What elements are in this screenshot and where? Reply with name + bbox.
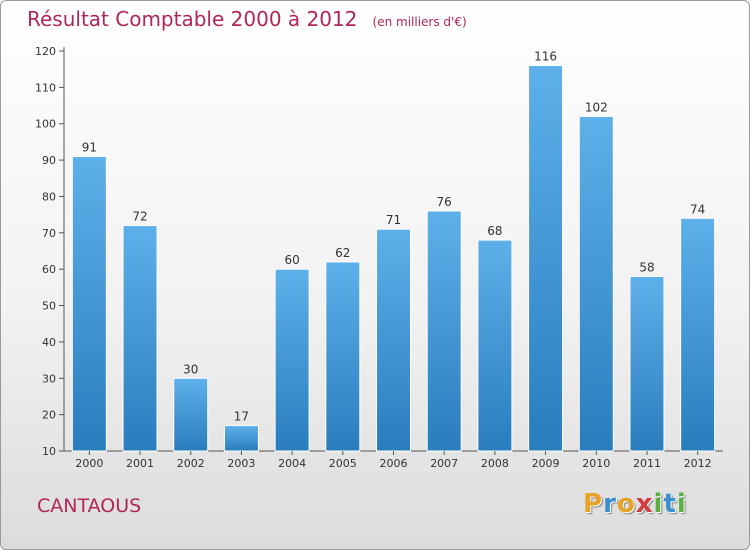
bar <box>325 261 361 452</box>
chart-subtitle: (en milliers d'€) <box>372 15 467 29</box>
brand-letter: i <box>676 489 687 519</box>
y-tick-label: 50 <box>42 300 56 313</box>
x-tick-label: 2001 <box>126 457 154 470</box>
x-tick-label: 2000 <box>75 457 103 470</box>
y-tick-label: 100 <box>35 118 56 131</box>
brand-letter: t <box>663 489 677 519</box>
y-tick-label: 10 <box>42 445 56 458</box>
bar <box>578 115 614 452</box>
y-tick-label: 80 <box>42 190 56 203</box>
brand-logo: Proxiti <box>583 489 687 519</box>
y-tick-label: 60 <box>42 263 56 276</box>
bar <box>528 65 564 452</box>
brand-letter: o <box>616 489 636 519</box>
x-tick-label: 2009 <box>532 457 560 470</box>
x-tick-label: 2006 <box>380 457 408 470</box>
bar-value-label: 60 <box>284 253 299 267</box>
bar <box>376 228 411 452</box>
y-tick-label: 20 <box>42 409 56 422</box>
bar-value-label: 17 <box>234 410 249 424</box>
x-tick-label: 2010 <box>582 457 610 470</box>
bar <box>223 425 259 452</box>
bar <box>122 225 158 452</box>
bar-value-label: 74 <box>690 202 705 216</box>
bar <box>477 239 513 452</box>
x-tick-label: 2005 <box>329 457 357 470</box>
y-tick-label: 40 <box>42 336 56 349</box>
x-tick-label: 2012 <box>684 457 712 470</box>
brand-letter: i <box>653 489 664 519</box>
bar <box>680 217 716 452</box>
bar-value-label: 72 <box>132 210 147 224</box>
y-tick-label: 110 <box>35 81 56 94</box>
brand-letter: P <box>583 489 604 519</box>
bar-value-label: 102 <box>585 100 608 114</box>
x-tick-label: 2002 <box>177 457 205 470</box>
bar-value-label: 76 <box>437 195 452 209</box>
bar-value-label: 62 <box>335 246 350 260</box>
bar <box>426 210 462 452</box>
title-row: Résultat Comptable 2000 à 2012 (en milli… <box>27 7 467 31</box>
bar <box>173 377 209 452</box>
bar-value-label: 30 <box>183 362 198 376</box>
y-tick-label: 30 <box>42 372 56 385</box>
x-tick-label: 2011 <box>633 457 661 470</box>
bar-value-label: 58 <box>639 260 654 274</box>
bar-value-label: 116 <box>534 50 557 64</box>
commune-name: CANTAOUS <box>37 495 142 517</box>
y-tick-label: 90 <box>42 154 56 167</box>
x-tick-label: 2004 <box>278 457 306 470</box>
y-tick-label: 70 <box>42 227 56 240</box>
bar <box>274 268 310 452</box>
bar <box>629 275 665 452</box>
x-tick-label: 2008 <box>481 457 509 470</box>
x-tick-label: 2003 <box>227 457 255 470</box>
bar-value-label: 68 <box>487 224 502 238</box>
bar-value-label: 71 <box>386 213 401 227</box>
chart-title: Résultat Comptable 2000 à 2012 <box>27 7 358 31</box>
brand-letter: r <box>603 489 617 519</box>
brand-letter: x <box>635 489 654 519</box>
y-tick-label: 120 <box>35 45 56 58</box>
x-tick-label: 2007 <box>430 457 458 470</box>
bar <box>71 155 107 452</box>
bar-value-label: 91 <box>82 140 97 154</box>
